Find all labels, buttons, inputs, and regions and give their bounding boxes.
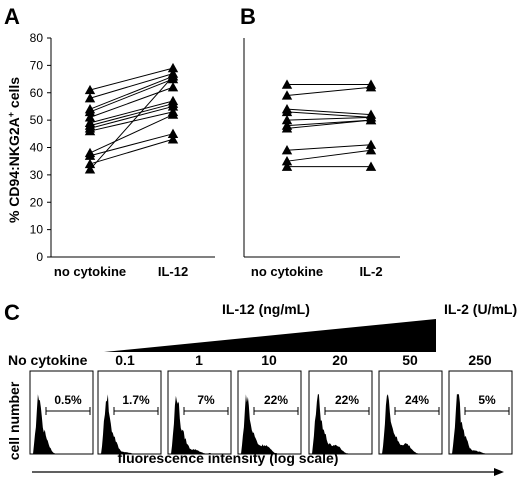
il2-concentration-header: IL-2 (U/mL)	[444, 301, 517, 317]
panel-a-pair-line	[89, 133, 174, 157]
panel-b-point-before	[281, 145, 293, 155]
panel-a-point-before	[84, 150, 96, 160]
panel-b-point-before	[281, 90, 293, 100]
panel-a-point-before	[84, 93, 96, 103]
panel-a-point-after	[167, 134, 179, 144]
concentration-wedge	[104, 319, 436, 352]
panel-a-point-before	[84, 164, 96, 174]
histogram-distribution	[100, 394, 159, 454]
gate-percent-label: 24%	[405, 393, 429, 407]
panel-a-point-after	[167, 128, 179, 138]
panel-b-point-after	[365, 114, 377, 125]
y-tick-label: 50	[30, 113, 44, 127]
histogram-distribution	[170, 395, 229, 454]
panel-b-pair-line	[286, 149, 372, 162]
panel-a-pair-line	[89, 75, 174, 170]
panel-a-pair-line	[89, 105, 174, 129]
panel-a-point-before	[84, 158, 96, 169]
gate-percent-label: 1.7%	[122, 393, 150, 407]
panel-b-point-before	[281, 106, 293, 117]
panel-b-pair-line	[286, 144, 372, 151]
fluorescence-arrow-head	[494, 468, 504, 476]
gate-percent-label: 22%	[264, 393, 288, 407]
panel-a-pair-line	[89, 73, 174, 99]
panel-a-point-after	[167, 109, 179, 119]
panel-a-pair-line	[89, 67, 174, 91]
histogram-concentration-label: 50	[402, 352, 418, 368]
fluorescence-intensity-label: fluorescence intensity (log scale)	[118, 450, 339, 466]
y-tick-label: 40	[30, 141, 44, 155]
panel-a-pair-line	[89, 138, 174, 165]
panel-a-pair-line	[89, 100, 174, 124]
panel-b-point-after	[365, 82, 377, 92]
panel-a-point-before	[84, 112, 96, 122]
panel-b-chart: no cytokine IL-2	[243, 38, 400, 279]
panel-a-point-before	[84, 125, 96, 136]
y-tick-label: 60	[30, 86, 44, 100]
panel-b-pair-line	[286, 119, 372, 129]
panel-a-category-no-cytokine: no cytokine	[54, 264, 126, 279]
y-tick-label: 0	[36, 250, 43, 264]
y-tick-label: 70	[30, 58, 44, 72]
panel-a-pair-line	[89, 103, 174, 127]
panel-a-point-after	[167, 101, 179, 111]
panel-a-point-before	[84, 84, 96, 95]
gate-percent-label: 5%	[478, 393, 496, 407]
panel-a-point-after	[167, 62, 179, 73]
y-tick-label: 80	[30, 31, 44, 45]
y-tick-label: 30	[30, 168, 44, 182]
histogram-concentration-label: 20	[332, 352, 348, 368]
y-axis-label: % CD94:NKG2A+ cells	[6, 77, 22, 223]
gate-percent-label: 7%	[197, 393, 215, 407]
histogram-concentration-label: No cytokine	[8, 352, 88, 368]
histogram-distribution	[451, 394, 510, 454]
panel-b-point-before	[281, 155, 293, 166]
panel-b-pair-line	[286, 111, 372, 118]
panel-b-point-after	[365, 161, 377, 171]
y-tick-label: 20	[30, 195, 44, 209]
histogram-concentration-label: 250	[468, 352, 492, 368]
panel-b-point-before	[281, 114, 293, 125]
panel-a-pair-line	[89, 78, 174, 113]
panel-a-category-il-12: IL-12	[158, 264, 188, 279]
histogram-concentration-label: 0.1	[115, 352, 135, 368]
panel-b-point-before	[281, 79, 293, 89]
panel-a-pair-line	[89, 75, 174, 110]
panel-a-pair-line	[89, 86, 174, 118]
cell-number-label: cell number	[6, 381, 22, 460]
panel-b-pair-line	[286, 86, 372, 96]
panel-b-point-after	[365, 145, 377, 155]
gate-percent-label: 0.5%	[54, 393, 82, 407]
panel-b-category-il-2: IL-2	[359, 264, 382, 279]
histogram-concentration-label: 10	[261, 352, 277, 368]
panel-a-point-after	[167, 82, 179, 92]
gate-percent-label: 22%	[335, 393, 359, 407]
panel-letter-a: A	[4, 4, 20, 29]
panel-a-point-before	[84, 106, 96, 117]
panel-b-point-before	[281, 161, 293, 171]
panel-a-pair-line	[89, 111, 174, 132]
histogram-distribution	[240, 394, 299, 454]
panel-b-pair-line	[286, 108, 372, 116]
panel-letter-c: C	[4, 300, 20, 325]
histogram-distribution	[381, 394, 440, 454]
panel-b-pair-line	[286, 116, 372, 121]
panel-a-chart: 0 10 20 30 40 50 60 70 80 no cytokine IL-12	[30, 31, 215, 279]
panel-b-category-no-cytokine: no cytokine	[251, 264, 323, 279]
y-tick-label: 10	[30, 223, 44, 237]
panel-a-point-after	[167, 71, 179, 81]
histogram-distribution	[32, 394, 91, 454]
panel-b-point-before	[281, 123, 293, 133]
histogram-distribution	[311, 394, 370, 454]
panel-b-point-after	[365, 139, 377, 149]
panel-a-pair-line	[89, 114, 174, 154]
panel-letter-b: B	[240, 4, 256, 29]
histogram-concentration-label: 1	[195, 352, 203, 368]
il12-concentration-header: IL-12 (ng/mL)	[222, 301, 310, 317]
